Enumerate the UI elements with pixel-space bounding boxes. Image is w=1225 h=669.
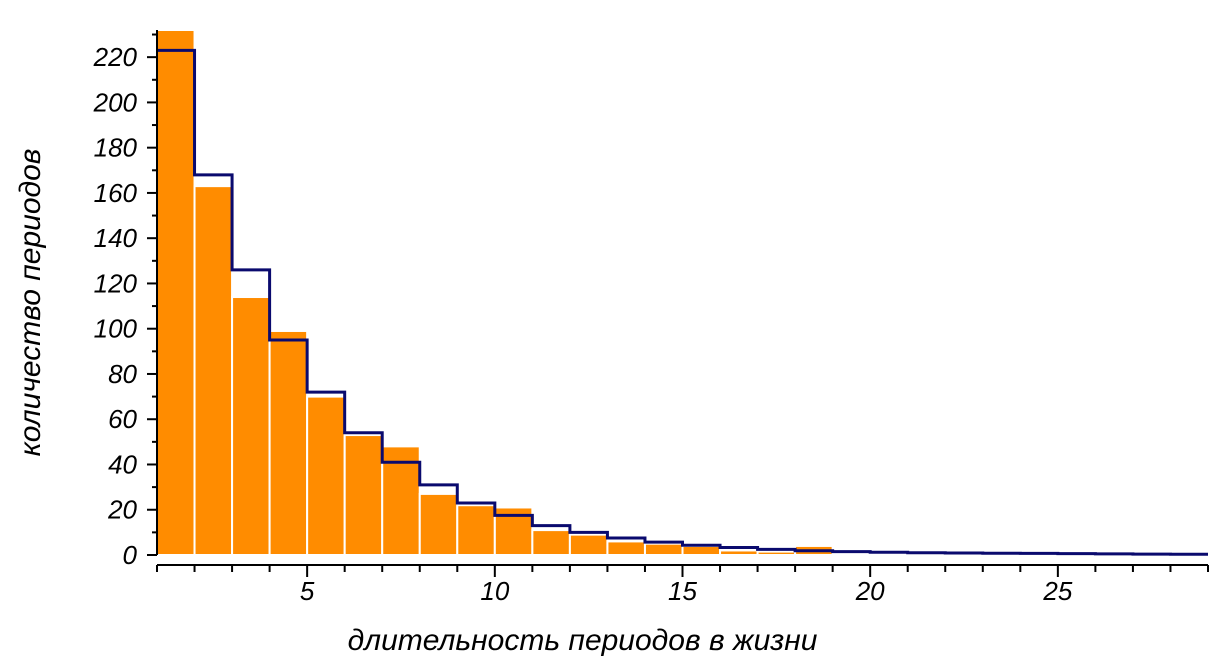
histogram-bar-6: [343, 434, 384, 557]
histogram-bar-8: [418, 492, 459, 556]
y-tick-label: 200: [93, 87, 138, 117]
histogram-bar-9: [456, 504, 496, 556]
x-tick-label: 10: [480, 576, 509, 606]
histogram-bar-11: [531, 529, 571, 557]
tick-labels: 0 20 40 60 80 100 120 140 160 180 200 220 5 10 15 20 25: [93, 42, 1073, 606]
histogram-bar-3: [231, 296, 271, 556]
histogram-bar-15: [681, 544, 722, 557]
y-tick-label: 180: [94, 133, 138, 163]
x-axis-title: длительность периодов в жизни: [348, 624, 818, 657]
histogram-bar-5: [306, 395, 346, 556]
y-tick-label: 120: [94, 268, 138, 298]
fitted-distribution-line: [157, 48, 1208, 556]
y-tick-label: 0: [123, 540, 138, 570]
histogram-bars: [156, 29, 834, 557]
x-tick-label: 20: [855, 576, 885, 606]
y-tick-label: 140: [94, 223, 138, 253]
histogram-bar-16: [719, 549, 759, 556]
y-tick-label: 20: [107, 495, 137, 525]
y-tick-label: 160: [94, 178, 138, 208]
x-tick-label: 15: [668, 576, 697, 606]
histogram-bar-4: [268, 329, 309, 556]
y-tick-label: 40: [108, 449, 137, 479]
y-axis-title: количество периодов: [14, 149, 47, 457]
y-tick-label: 60: [108, 404, 137, 434]
histogram-bar-14: [643, 542, 684, 557]
x-tick-label: 25: [1042, 576, 1072, 606]
x-tick-label: 5: [300, 576, 315, 606]
y-tick-label: 80: [108, 359, 137, 389]
histogram-bar-17: [756, 550, 797, 556]
histogram-bar-2: [193, 185, 234, 556]
histogram-bar-7: [381, 445, 421, 556]
y-tick-label: 220: [93, 42, 138, 72]
histogram-bar-13: [606, 540, 646, 557]
histogram-bar-1: [156, 29, 196, 556]
axes: [147, 30, 1209, 577]
y-tick-label: 100: [94, 314, 138, 344]
histogram-bar-12: [568, 533, 609, 556]
